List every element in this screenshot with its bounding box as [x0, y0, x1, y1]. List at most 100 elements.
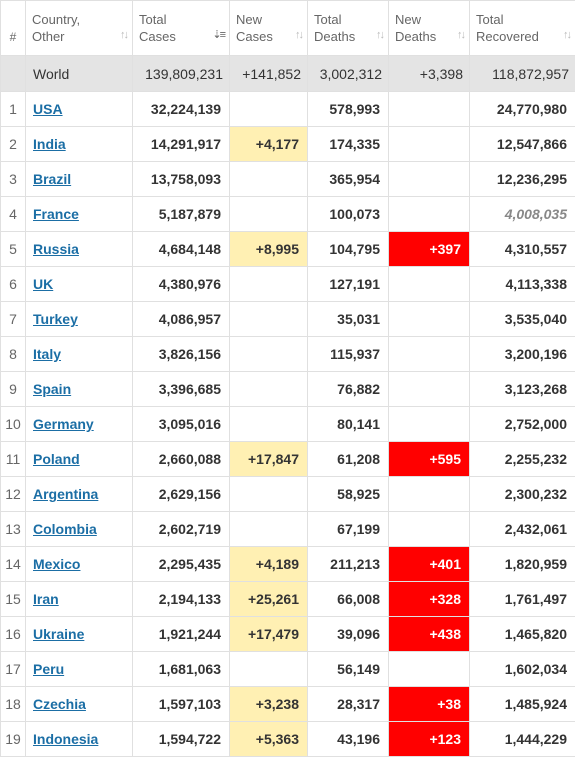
new-cases-cell: +17,479 [230, 617, 308, 652]
country-link[interactable]: UK [33, 276, 53, 292]
rank-cell: 14 [1, 547, 26, 582]
country-link[interactable]: Russia [33, 241, 79, 257]
new-deaths-cell [389, 92, 470, 127]
sort-arrows-icon[interactable]: ↑↓ [457, 27, 464, 44]
rank-cell: 5 [1, 232, 26, 267]
country-link[interactable]: Colombia [33, 521, 97, 537]
country-cell: France [26, 197, 133, 232]
sort-arrows-icon[interactable]: ↑↓ [376, 27, 383, 44]
rank-header: # [1, 1, 26, 56]
country-link[interactable]: Turkey [33, 311, 78, 327]
country-cell: Colombia [26, 512, 133, 547]
new-cases-cell [230, 512, 308, 547]
total-recovered-cell: 1,820,959 [470, 547, 575, 582]
country-link[interactable]: Mexico [33, 556, 80, 572]
rank-cell: 10 [1, 407, 26, 442]
total-cases-cell: 5,187,879 [133, 197, 230, 232]
country-link[interactable]: India [33, 136, 66, 152]
country-header[interactable]: Country,Other ↑↓ [26, 1, 133, 56]
country-link[interactable]: Czechia [33, 696, 86, 712]
rank-cell: 17 [1, 652, 26, 687]
country-link[interactable]: France [33, 206, 79, 222]
country-cell: Germany [26, 407, 133, 442]
sort-arrows-icon[interactable]: ↑↓ [295, 27, 302, 44]
total-deaths-cell: 578,993 [308, 92, 389, 127]
total-cases-cell: 1,597,103 [133, 687, 230, 722]
new-cases-cell [230, 92, 308, 127]
country-cell: Iran [26, 582, 133, 617]
sort-arrows-icon[interactable]: ↑↓ [563, 27, 570, 44]
country-cell: Spain [26, 372, 133, 407]
rank-cell: 9 [1, 372, 26, 407]
country-cell: Russia [26, 232, 133, 267]
rank-cell: 7 [1, 302, 26, 337]
country-link[interactable]: Argentina [33, 486, 98, 502]
country-link[interactable]: Ukraine [33, 626, 84, 642]
world-rank-cell [1, 56, 26, 92]
sort-desc-icon[interactable]: ⇣≡ [212, 27, 224, 44]
total-recovered-cell: 2,300,232 [470, 477, 575, 512]
rank-cell: 3 [1, 162, 26, 197]
country-link[interactable]: Poland [33, 451, 80, 467]
country-cell: Poland [26, 442, 133, 477]
country-link[interactable]: Brazil [33, 171, 71, 187]
sort-arrows-icon[interactable]: ↑↓ [120, 27, 127, 44]
new-cases-cell [230, 162, 308, 197]
total-recovered-cell: 1,444,229 [470, 722, 575, 757]
new-deaths-cell [389, 372, 470, 407]
new-cases-cell [230, 197, 308, 232]
total-cases-cell: 2,194,133 [133, 582, 230, 617]
rank-header-label: # [10, 30, 17, 44]
total-deaths-cell: 174,335 [308, 127, 389, 162]
country-link[interactable]: Italy [33, 346, 61, 362]
total-cases-cell: 2,602,719 [133, 512, 230, 547]
country-link[interactable]: Spain [33, 381, 71, 397]
total-deaths-cell: 67,199 [308, 512, 389, 547]
rank-cell: 6 [1, 267, 26, 302]
new-cases-cell: +3,238 [230, 687, 308, 722]
total-deaths-cell: 100,073 [308, 197, 389, 232]
new-deaths-cell [389, 652, 470, 687]
new-deaths-cell: +328 [389, 582, 470, 617]
country-link[interactable]: Germany [33, 416, 94, 432]
total-deaths-cell: 115,937 [308, 337, 389, 372]
rank-cell: 19 [1, 722, 26, 757]
rank-cell: 11 [1, 442, 26, 477]
total-recovered-cell: 1,761,497 [470, 582, 575, 617]
total-cases-cell: 2,660,088 [133, 442, 230, 477]
new-deaths-cell: +595 [389, 442, 470, 477]
country-link[interactable]: Peru [33, 661, 64, 677]
new-cases-cell [230, 372, 308, 407]
total-cases-cell: 4,086,957 [133, 302, 230, 337]
total-recovered-cell: 4,113,338 [470, 267, 575, 302]
rank-cell: 8 [1, 337, 26, 372]
new-deaths-cell [389, 407, 470, 442]
total-cases-cell: 14,291,917 [133, 127, 230, 162]
total-deaths-cell: 35,031 [308, 302, 389, 337]
country-link[interactable]: Indonesia [33, 731, 98, 747]
world-country-cell: World [26, 56, 133, 92]
country-link[interactable]: Iran [33, 591, 59, 607]
total-recovered-cell: 1,485,924 [470, 687, 575, 722]
new-deaths-cell: +438 [389, 617, 470, 652]
country-link[interactable]: USA [33, 101, 63, 117]
total-recovered-cell: 2,255,232 [470, 442, 575, 477]
total-recovered-cell: 2,432,061 [470, 512, 575, 547]
total-recovered-cell: 12,547,866 [470, 127, 575, 162]
total-recovered-cell: 3,535,040 [470, 302, 575, 337]
